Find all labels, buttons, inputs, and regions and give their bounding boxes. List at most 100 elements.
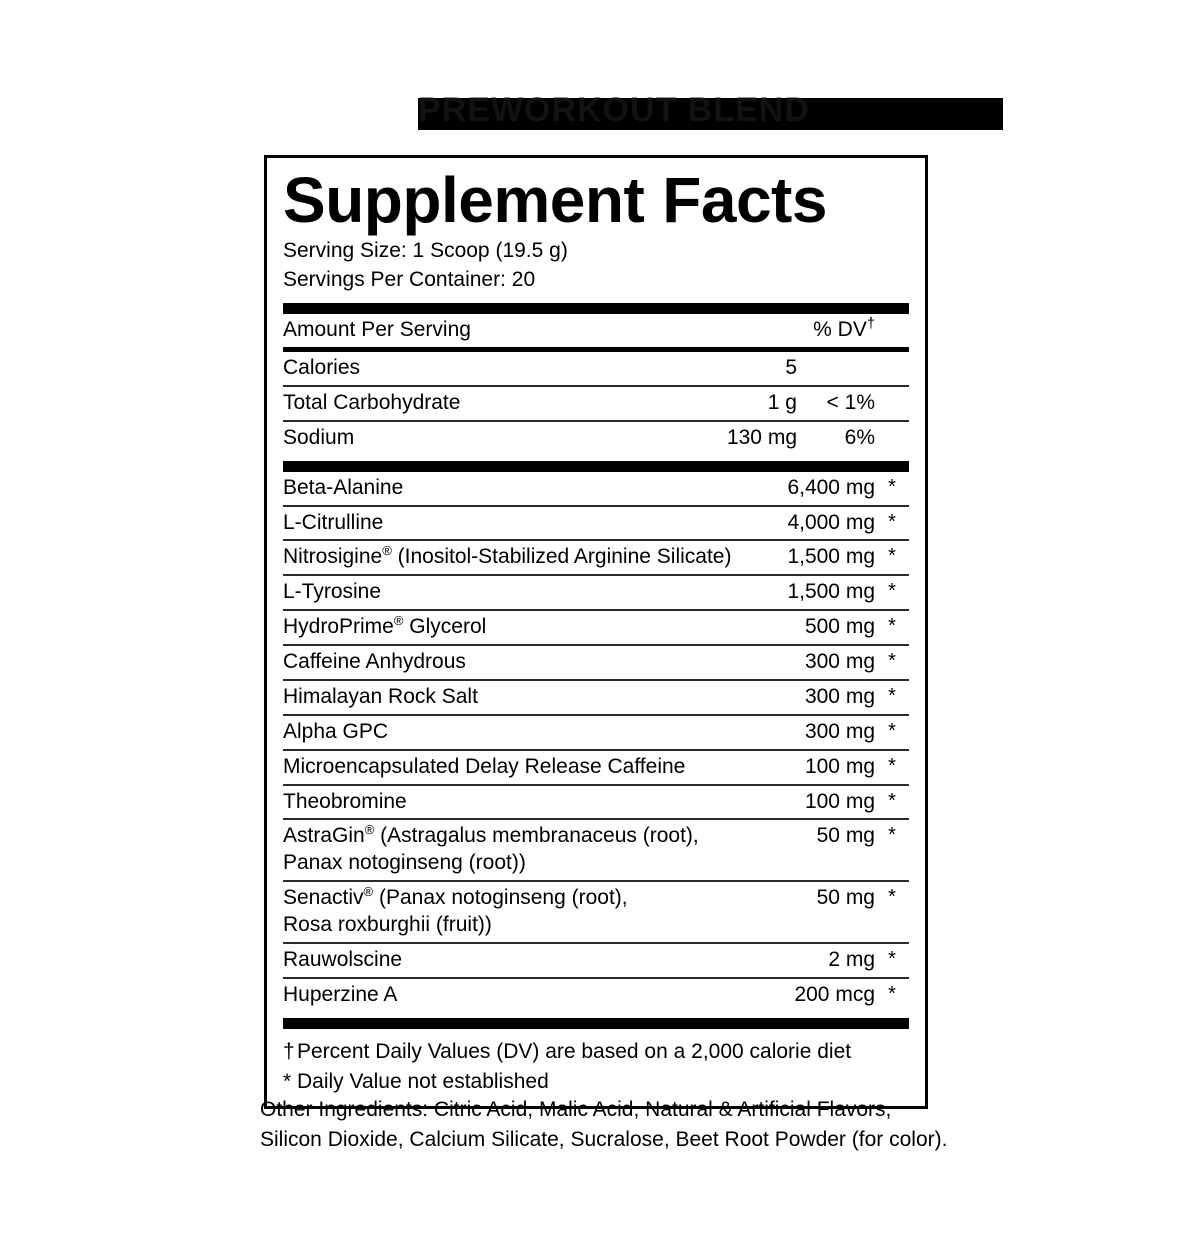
ingredient-name-suffix: (Astragalus membranaceus (root), bbox=[374, 824, 699, 848]
supplement-facts-panel: Supplement Facts Serving Size: 1 Scoop (1… bbox=[264, 155, 928, 1110]
ingredient-name-text: Senactiv bbox=[283, 886, 364, 910]
ingredient-name-line-1: Alpha GPC bbox=[283, 719, 757, 746]
footnotes-block: † Percent Daily Values (DV) are based on … bbox=[283, 1029, 909, 1097]
table-row: AstraGin® (Astragalus membranaceus (root… bbox=[283, 819, 909, 883]
ingredient-name: Huperzine A bbox=[283, 978, 757, 1012]
ingredient-name-text: Microencapsulated Delay Release Caffeine bbox=[283, 754, 686, 778]
footnote-dagger-text: Percent Daily Values (DV) are based on a… bbox=[297, 1039, 852, 1063]
nutrient-star bbox=[875, 421, 909, 455]
nutrient-dv bbox=[797, 352, 875, 387]
ingredient-name: Theobromine bbox=[283, 784, 757, 821]
table-row: Huperzine A 200 mcg * bbox=[283, 978, 909, 1012]
ingredient-name: Beta-Alanine bbox=[283, 471, 757, 507]
footnote-dagger-mark: † bbox=[283, 1039, 295, 1063]
dv-header-text: % DV bbox=[813, 318, 867, 342]
nutrient-amount: 1 g bbox=[679, 385, 797, 422]
amount-per-serving-label: Amount Per Serving bbox=[283, 318, 471, 342]
ingredient-amount: 6,400 mg bbox=[757, 471, 875, 507]
ingredient-name-line-1: AstraGin® (Astragalus membranaceus (root… bbox=[283, 823, 757, 850]
other-ingredients-block: Other Ingredients: Citric Acid, Malic Ac… bbox=[260, 1095, 960, 1156]
ingredient-name-suffix: Glycerol bbox=[403, 615, 487, 639]
ingredient-dv-star: * bbox=[875, 645, 909, 681]
ingredient-name: Alpha GPC bbox=[283, 714, 757, 751]
ingredient-name: L-Tyrosine bbox=[283, 575, 757, 612]
ingredient-dv-star: * bbox=[875, 575, 909, 612]
registered-trademark-icon: ® bbox=[393, 613, 404, 629]
ingredient-amount: 300 mg bbox=[757, 679, 875, 716]
amount-header-table: Amount Per Serving % DV† bbox=[283, 314, 909, 347]
ingredient-amount: 2 mg bbox=[757, 942, 875, 979]
ingredient-name-text: Alpha GPC bbox=[283, 719, 389, 743]
ingredient-dv-star: * bbox=[875, 881, 909, 944]
ingredient-dv-star: * bbox=[875, 610, 909, 647]
redacted-ghost-text: PREWORKOUT BLEND bbox=[418, 91, 810, 129]
ingredient-dv-star: * bbox=[875, 784, 909, 821]
amount-per-serving-header-row: Amount Per Serving % DV† bbox=[283, 314, 909, 347]
ingredient-name-text: Huperzine A bbox=[283, 982, 398, 1006]
nutrient-amount: 5 bbox=[679, 352, 797, 387]
servings-per-container-text: Servings Per Container: 20 bbox=[283, 268, 536, 292]
ingredient-name-text: HydroPrime bbox=[283, 615, 394, 639]
ingredient-name-line-1: HydroPrime® Glycerol bbox=[283, 614, 757, 641]
ingredient-amount: 300 mg bbox=[757, 714, 875, 751]
nutrient-dv: < 1% bbox=[797, 385, 875, 422]
footnote-asterisk: * Daily Value not established bbox=[283, 1067, 909, 1097]
ingredient-name-text: Rauwolscine bbox=[283, 947, 403, 971]
rule-thick-top bbox=[283, 303, 909, 315]
ingredient-name-text: AstraGin bbox=[283, 824, 365, 848]
ingredient-amount: 4,000 mg bbox=[757, 505, 875, 542]
ingredient-name: Senactiv® (Panax notoginseng (root), Rosa… bbox=[283, 881, 757, 944]
ingredient-dv-star: * bbox=[875, 505, 909, 542]
ingredient-name: Rauwolscine bbox=[283, 942, 757, 979]
ingredient-name-text: L-Citrulline bbox=[283, 510, 384, 534]
other-ingredients-line-1: Other Ingredients: Citric Acid, Malic Ac… bbox=[260, 1098, 892, 1121]
ingredient-name-line-2: Rosa roxburghii (fruit)) bbox=[283, 913, 492, 937]
table-row: Rauwolscine 2 mg * bbox=[283, 942, 909, 979]
table-row: Calories 5 bbox=[283, 352, 909, 387]
ingredient-name-suffix: (Inositol-Stabilized Arginine Silicate) bbox=[391, 545, 732, 569]
ingredient-name: Microencapsulated Delay Release Caffeine bbox=[283, 749, 757, 786]
title-word-facts: Facts bbox=[662, 164, 827, 236]
ingredient-name-line-2: Panax notoginseng (root)) bbox=[283, 851, 526, 875]
ingredient-name-line-1: Microencapsulated Delay Release Caffeine bbox=[283, 754, 757, 781]
ingredient-name-text: Theobromine bbox=[283, 789, 407, 813]
table-row: Nitrosigine® (Inositol-Stabilized Argini… bbox=[283, 540, 909, 577]
ingredient-name-line-1: Caffeine Anhydrous bbox=[283, 649, 757, 676]
ingredient-amount: 50 mg bbox=[757, 881, 875, 944]
ingredient-name-text: Caffeine Anhydrous bbox=[283, 650, 466, 674]
table-row: Total Carbohydrate 1 g < 1% bbox=[283, 385, 909, 422]
nutrients-table: Calories 5 Total Carbohydrate 1 g < 1% Sodium… bbox=[283, 352, 909, 455]
table-row: Theobromine 100 mg * bbox=[283, 784, 909, 821]
registered-trademark-icon: ® bbox=[382, 543, 392, 559]
ingredient-amount: 100 mg bbox=[757, 784, 875, 821]
table-row: L-Tyrosine 1,500 mg * bbox=[283, 575, 909, 612]
ingredient-dv-star: * bbox=[875, 749, 909, 786]
redacted-product-name-bar: PREWORKOUT BLEND bbox=[418, 91, 1003, 130]
ingredient-name-text: L-Tyrosine bbox=[283, 580, 382, 604]
ingredient-name-line-1: Huperzine A bbox=[283, 982, 757, 1009]
page-title: Supplement Facts bbox=[283, 167, 909, 233]
ingredient-name-text: Beta-Alanine bbox=[283, 475, 404, 499]
dv-header-dagger: † bbox=[866, 316, 875, 333]
table-row: Microencapsulated Delay Release Caffeine… bbox=[283, 749, 909, 786]
ingredient-name: HydroPrime® Glycerol bbox=[283, 610, 757, 647]
ingredient-name-line-1: L-Tyrosine bbox=[283, 579, 757, 606]
rule-thick-middle bbox=[283, 460, 909, 472]
ingredient-name: Caffeine Anhydrous bbox=[283, 645, 757, 681]
ingredients-table: Beta-Alanine 6,400 mg * L-Citrulline 4,000 m… bbox=[283, 471, 909, 1012]
table-row: Senactiv® (Panax notoginseng (root), Rosa… bbox=[283, 881, 909, 944]
ingredient-dv-star: * bbox=[875, 471, 909, 507]
footnote-dagger: † Percent Daily Values (DV) are based on … bbox=[283, 1037, 909, 1067]
ingredient-amount: 1,500 mg bbox=[757, 575, 875, 612]
footnote-asterisk-mark: * bbox=[283, 1069, 292, 1093]
ingredient-name: AstraGin® (Astragalus membranaceus (root… bbox=[283, 819, 757, 883]
ingredient-name: Himalayan Rock Salt bbox=[283, 679, 757, 716]
ingredient-amount: 200 mcg bbox=[794, 982, 875, 1006]
ingredient-name-line-1: Rauwolscine bbox=[283, 947, 757, 974]
table-row: Himalayan Rock Salt 300 mg * bbox=[283, 679, 909, 716]
ingredient-dv-star: * bbox=[875, 942, 909, 979]
ingredient-name-line-1: L-Citrulline bbox=[283, 510, 757, 537]
title-word-supplement: Supplement bbox=[283, 164, 645, 236]
ingredient-amount: 50 mg bbox=[757, 819, 875, 883]
rule-thick-bottom bbox=[283, 1017, 909, 1029]
